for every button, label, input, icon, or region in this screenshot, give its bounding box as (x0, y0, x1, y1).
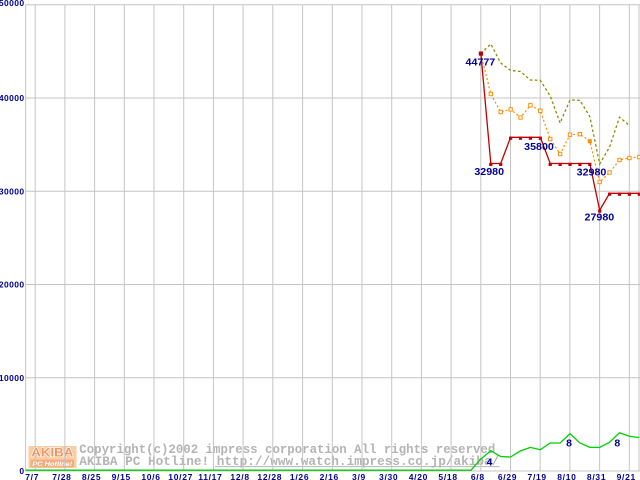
svg-text:3/9: 3/9 (352, 472, 366, 480)
svg-text:12/8: 12/8 (230, 472, 249, 480)
svg-text:40000: 40000 (0, 93, 25, 103)
svg-text:7/19: 7/19 (528, 472, 547, 480)
svg-text:2/16: 2/16 (320, 472, 339, 480)
svg-text:11/17: 11/17 (198, 472, 222, 480)
svg-text:6/29: 6/29 (498, 472, 517, 480)
svg-text:27980: 27980 (585, 213, 615, 224)
svg-text:AKIBA: AKIBA (31, 448, 73, 460)
svg-text:5/18: 5/18 (438, 472, 457, 480)
svg-text:10/27: 10/27 (168, 472, 193, 480)
svg-text:8/31: 8/31 (587, 472, 606, 480)
svg-text:7/7: 7/7 (25, 472, 39, 480)
svg-text:32980: 32980 (577, 167, 607, 178)
svg-text:32980: 32980 (474, 167, 504, 178)
svg-text:12/28: 12/28 (257, 472, 282, 480)
svg-text:1/26: 1/26 (290, 472, 309, 480)
svg-text:4/20: 4/20 (409, 472, 428, 480)
svg-text:9/15: 9/15 (112, 472, 131, 480)
svg-text:20000: 20000 (0, 280, 25, 290)
svg-text:4: 4 (487, 456, 493, 468)
svg-text:30000: 30000 (0, 186, 25, 196)
svg-text:AKIBA PC Hotline! http://www.: AKIBA PC Hotline! http://www.watch.impre… (79, 454, 499, 469)
svg-text:0: 0 (19, 466, 24, 476)
svg-text:3/30: 3/30 (379, 472, 398, 480)
svg-text:10/6: 10/6 (141, 472, 160, 480)
svg-text:10000: 10000 (0, 373, 25, 383)
svg-text:8/25: 8/25 (82, 472, 101, 480)
svg-text:35800: 35800 (524, 142, 554, 153)
svg-text:7/28: 7/28 (52, 472, 71, 480)
svg-text:8/10: 8/10 (557, 472, 576, 480)
svg-text:PC Hotline!: PC Hotline! (32, 461, 73, 468)
svg-text:44777: 44777 (466, 58, 496, 69)
svg-text:50000: 50000 (0, 0, 25, 8)
svg-text:8: 8 (566, 438, 572, 450)
svg-text:8: 8 (614, 438, 620, 450)
svg-text:9/21: 9/21 (617, 472, 636, 480)
svg-text:6/8: 6/8 (471, 472, 485, 480)
